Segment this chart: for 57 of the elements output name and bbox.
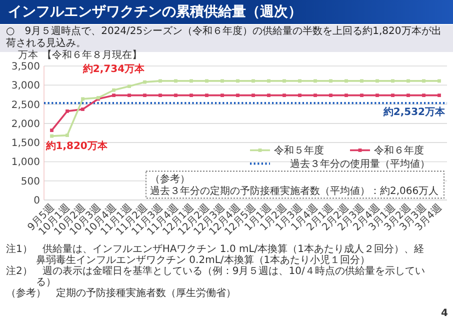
chart-title: インフルエンザワクチンの累積供給量（週次） bbox=[8, 4, 302, 20]
point bbox=[314, 94, 317, 98]
point bbox=[422, 94, 426, 98]
y-tick-label: 0 bbox=[34, 196, 40, 206]
text: 【令和６年８月現在】 bbox=[42, 49, 142, 61]
text: 4 bbox=[441, 308, 448, 319]
point bbox=[298, 94, 302, 98]
point bbox=[344, 94, 348, 98]
y-tick-label: 3,500 bbox=[11, 62, 40, 72]
point bbox=[252, 94, 255, 98]
point bbox=[128, 94, 131, 98]
annotation: 約2,734万本 bbox=[82, 63, 146, 75]
y-tick-label: 3,000 bbox=[11, 80, 40, 92]
point bbox=[360, 94, 364, 98]
point bbox=[128, 84, 131, 88]
point bbox=[329, 94, 332, 98]
y-tick-label: 1,000 bbox=[11, 157, 40, 168]
point bbox=[81, 97, 84, 101]
point bbox=[158, 79, 162, 83]
legend-label: 令和５年度 bbox=[274, 144, 324, 157]
y-tick-label: 2,000 bbox=[11, 118, 40, 130]
legend-label: 過去３年分の使用量（平均値） bbox=[290, 158, 430, 170]
text: 注1） 供給量は、インフルエンザHAワクチン 1.0 mL/本換算（1本あたり成人２回分）、経鼻弱毒生インフルエンザワクチン 0.2mL/本換算（1本あたり小児１回分） bbox=[6, 244, 426, 266]
text: 注2） 週の表示は金曜日を基準としている（例：9月５週は、10/４時点の供給量を示している） bbox=[6, 266, 426, 288]
point bbox=[376, 94, 379, 98]
chart-subtitle: ○ 9月５週時点で、2024/25シーズン（令和６年度）の供給量の半数を上回る約1,820万本が出荷される見込み。 bbox=[6, 26, 442, 49]
annotation: （参考） bbox=[150, 173, 190, 186]
annotation: 約2,532万本 bbox=[382, 106, 446, 118]
point bbox=[205, 94, 208, 98]
annotation: 約1,820万本 bbox=[44, 140, 108, 152]
point bbox=[220, 94, 224, 98]
point bbox=[174, 94, 178, 98]
point bbox=[190, 94, 193, 98]
point bbox=[50, 134, 54, 138]
y-tick-label: 1,500 bbox=[11, 138, 40, 150]
point bbox=[66, 134, 69, 137]
point bbox=[112, 88, 116, 92]
y-axis-title: 万本 bbox=[18, 49, 38, 61]
point bbox=[391, 94, 394, 98]
point bbox=[282, 94, 286, 98]
point bbox=[406, 94, 410, 98]
legend-label: 令和６年度 bbox=[374, 144, 424, 157]
point bbox=[112, 94, 116, 98]
point bbox=[438, 79, 441, 83]
point bbox=[81, 108, 84, 111]
annotation: 過去３年分の定期の予防接種実施者数（平均値）：約2,066万人 bbox=[150, 185, 439, 198]
point bbox=[236, 94, 240, 98]
point bbox=[438, 94, 441, 98]
point bbox=[66, 109, 69, 113]
point bbox=[158, 94, 162, 98]
text: （参考） 定期の予防接種実施者数（厚生労働省） bbox=[6, 288, 237, 299]
point bbox=[143, 94, 146, 98]
y-tick-label: 500 bbox=[20, 176, 40, 188]
point bbox=[50, 128, 54, 132]
y-tick-label: 2,500 bbox=[11, 100, 40, 111]
point bbox=[267, 94, 270, 98]
point bbox=[143, 80, 146, 84]
